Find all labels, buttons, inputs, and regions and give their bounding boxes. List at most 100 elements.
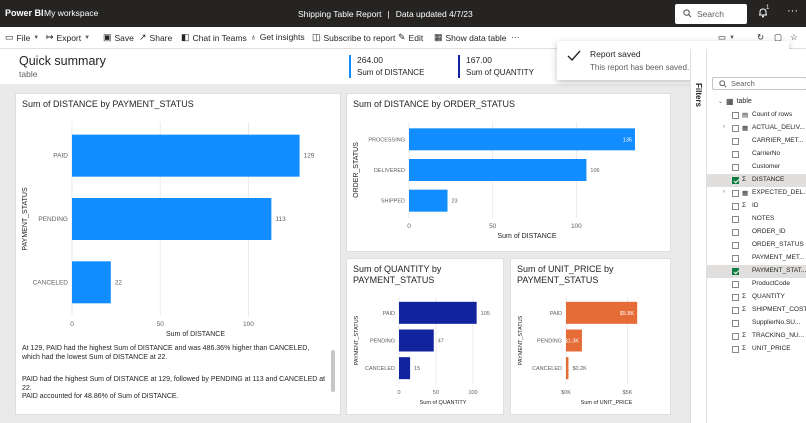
field-row[interactable]: PAYMENT_STAT... [707,265,806,278]
field-row[interactable]: ▤ Count of rows [707,109,806,122]
export-menu[interactable]: ↦ Export ▼ [46,32,90,43]
field-checkbox[interactable] [732,306,739,314]
chart-svg: 0 50 100 PAID 129 PENDING 113 CANCELED 22 Sum of … [22,122,315,338]
filters-pane-collapsed[interactable]: Filters [690,49,706,423]
edit-label: Edit [408,32,424,43]
data-updated-label[interactable]: Data updated 4/7/23 [395,9,473,19]
field-checkbox[interactable] [732,189,739,197]
field-row[interactable]: Σ QUANTITY [707,291,806,304]
field-checkbox[interactable] [732,176,739,184]
x-tick-label: 100 [468,390,477,396]
file-menu[interactable]: ▭ File ▼ [5,32,39,43]
view-mode-icon[interactable]: ▭ ▼ [718,32,735,42]
comment-icon[interactable]: ▢ [774,32,783,42]
field-checkbox[interactable] [732,293,739,301]
save-label: Save [114,32,134,43]
field-row[interactable]: Customer [707,161,806,174]
field-name: NOTES [752,215,775,222]
top-app-bar: Power BI My workspace Shipping Table Rep… [0,0,806,27]
field-row[interactable]: Σ DISTANCE [707,174,806,187]
subscribe-label: Subscribe to report [323,32,396,43]
field-row[interactable]: NOTES [707,213,806,226]
insights-label: Get insights [259,32,305,42]
y-axis-title: PAYMENT_STATUS [518,315,524,365]
data-label: 135 [623,137,632,143]
app-brand[interactable]: Power BI [5,8,44,18]
narrative-scrollbar[interactable] [331,350,335,392]
field-row[interactable]: Σ UNIT_PRICE [707,343,806,356]
search-icon [719,80,727,88]
kpi-card-quantity[interactable]: 167.00 Sum of QUANTITY [458,55,534,78]
edit-button[interactable]: ✎ Edit [398,32,423,43]
fields-search-input[interactable]: Search [712,77,806,90]
chart-card-unitprice-by-payment[interactable]: Sum of UNIT_PRICE by PAYMENT_STATUS $0K $… [510,258,671,415]
category-label: PENDING [38,216,68,223]
data-label: $5.8K [620,311,635,317]
sigma-icon: Σ [742,306,747,313]
field-checkbox[interactable] [732,280,739,288]
notification-count: 1 [766,5,770,11]
field-checkbox[interactable] [732,124,739,132]
field-row[interactable]: PAYMENT_MET... [707,252,806,265]
field-row[interactable]: › ▦ EXPECTED_DEL... [707,187,806,200]
bar [399,301,477,324]
field-checkbox[interactable] [732,111,739,119]
table-node[interactable]: ⌄ ▦ table [718,97,752,106]
field-checkbox[interactable] [732,163,739,171]
field-name: TRACKING_NU... [752,332,805,339]
field-checkbox[interactable] [732,228,739,236]
field-checkbox[interactable] [732,267,739,275]
field-checkbox[interactable] [732,332,739,340]
field-checkbox[interactable] [732,345,739,353]
field-row[interactable]: Σ ID [707,200,806,213]
toolbar-more-button[interactable]: ··· [511,32,520,42]
field-row[interactable]: CarrierNo [707,148,806,161]
show-data-table-button[interactable]: ▦ Show data table [434,32,506,43]
field-row[interactable]: ORDER_ID [707,226,806,239]
field-row[interactable]: › ▦ ACTUAL_DELIV... [707,122,806,135]
field-checkbox[interactable] [732,150,739,158]
global-search-input[interactable]: Search [675,4,747,24]
get-insights-button[interactable]: ♁ Get insights [250,32,305,42]
save-button[interactable]: ▣ Save [103,32,134,43]
data-label: $0.2K [572,366,587,372]
kpi-card-distance[interactable]: 264.00 Sum of DISTANCE [349,55,424,78]
page-subtitle: table [19,69,38,79]
chevron-right-icon[interactable]: › [723,189,725,195]
chat-in-teams-button[interactable]: ◧ Chat in Teams [181,32,247,43]
refresh-icon[interactable]: ↻ [757,32,765,42]
lightbulb-icon: ♁ [250,32,257,42]
chevron-right-icon[interactable]: › [723,124,725,130]
data-label: 47 [438,339,444,345]
share-button[interactable]: ↗ Share [139,32,172,43]
field-row[interactable]: ProductCode [707,278,806,291]
field-row[interactable]: ORDER_STATUS [707,239,806,252]
sigma-icon: Σ [742,293,747,300]
notifications-bell-icon[interactable] [758,7,768,18]
field-checkbox[interactable] [732,254,739,262]
field-checkbox[interactable] [732,215,739,223]
field-checkbox[interactable] [732,202,739,210]
field-row[interactable]: Σ SHIPMENT_COST [707,304,806,317]
bar [72,198,272,240]
bar [566,329,582,352]
report-name[interactable]: Shipping Table Report [298,9,382,19]
field-row[interactable]: Σ TRACKING_NU... [707,330,806,343]
y-axis-title: PAYMENT_STATUS [22,187,29,251]
field-checkbox[interactable] [732,319,739,327]
field-checkbox[interactable] [732,137,739,145]
export-icon: ↦ [46,32,54,42]
chart-card-distance-by-payment[interactable]: Sum of DISTANCE by PAYMENT_STATUS 0 50 100… [15,93,341,415]
favorite-star-icon[interactable]: ☆ [790,32,798,42]
export-label: Export [56,32,82,43]
x-tick-label: 0 [397,390,400,396]
subscribe-button[interactable]: ◫ Subscribe to report [312,32,395,43]
workspace-link[interactable]: My workspace [44,8,99,18]
chart-card-quantity-by-payment[interactable]: Sum of QUANTITY by PAYMENT_STATUS 0 50 100… [346,258,504,415]
field-row[interactable]: CARRIER_MET... [707,135,806,148]
chart-card-distance-by-order[interactable]: Sum of DISTANCE by ORDER_STATUS 0 50 100 PR… [346,93,671,252]
bar [566,357,569,380]
more-options-icon[interactable]: ··· [787,5,798,17]
field-checkbox[interactable] [732,241,739,249]
field-row[interactable]: SupplierNo.SU... [707,317,806,330]
